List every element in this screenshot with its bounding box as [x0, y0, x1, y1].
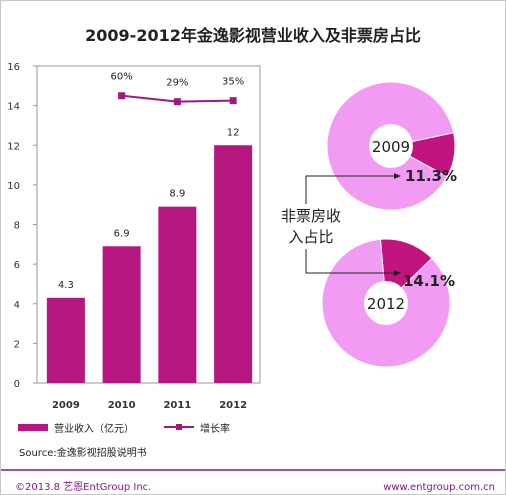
legend-marker-growth [176, 424, 182, 430]
growth-label: 35% [222, 77, 244, 88]
pie-2012: 2012 14.1% [321, 238, 455, 368]
growth-point [173, 98, 181, 106]
y-tick-label: 14 [7, 102, 20, 113]
bar-value-label: 8.9 [169, 189, 185, 200]
x-tick-label: 2011 [163, 400, 191, 411]
y-tick-label: 2 [14, 339, 20, 350]
bar-series [46, 145, 253, 383]
y-axis: 0 2 4 6 8 10 12 14 16 [7, 62, 37, 390]
arrowhead-2009 [394, 173, 401, 179]
arrowhead-2012 [394, 270, 401, 276]
y-tick-label: 8 [14, 221, 20, 232]
bar-value-label: 4.3 [58, 280, 74, 291]
pie-hole [364, 281, 408, 325]
legend-label-revenue: 营业收入（亿元） [54, 422, 134, 435]
legend-swatch-revenue [18, 424, 48, 431]
legend-label-growth: 增长率 [200, 422, 230, 435]
bar-data-labels: 4.3 6.9 8.9 12 [58, 127, 240, 291]
annotation-line2: 入占比 [288, 228, 333, 246]
bar-2010 [102, 246, 141, 383]
growth-label: 29% [166, 78, 188, 89]
pie-year-label: 2012 [367, 295, 405, 313]
y-tick-label: 12 [7, 141, 20, 152]
pie-share-label: 14.1% [403, 272, 455, 290]
pie-2009: 2009 11.3% [326, 81, 457, 211]
pie-hole [369, 124, 413, 168]
growth-point [229, 97, 237, 105]
pie-share-label: 11.3% [405, 167, 457, 185]
y-tick-label: 6 [14, 260, 20, 271]
annotation-line1: 非票房收 [281, 207, 341, 225]
bar-value-label: 6.9 [114, 228, 130, 239]
x-tick-label: 2012 [219, 400, 247, 411]
bar-value-label: 12 [227, 127, 240, 138]
source-note: Source:金逸影视招股说明书 [19, 446, 147, 459]
x-tick-label: 2010 [108, 400, 136, 411]
arrow-to-2012 [305, 249, 396, 274]
x-axis: 2009 2010 2011 2012 [52, 400, 247, 411]
annotation-arrows [305, 173, 401, 276]
chart-title: 2009-2012年金逸影视营业收入及非票房占比 [85, 26, 421, 45]
legend: 营业收入（亿元） 增长率 [18, 422, 230, 435]
footer-url: www.entgroup.com.cn [383, 482, 495, 493]
growth-point [118, 92, 126, 100]
arrow-to-2009 [305, 175, 396, 204]
x-tick-label: 2009 [52, 400, 80, 411]
pie-year-label: 2009 [372, 138, 410, 156]
y-tick-label: 0 [14, 379, 20, 390]
growth-label: 60% [111, 72, 133, 83]
bar-2012 [214, 145, 253, 383]
bar-2011 [158, 206, 197, 383]
growth-line-series: 60% 29% 35% [111, 72, 244, 106]
y-tick-label: 4 [14, 300, 20, 311]
y-tick-label: 10 [7, 181, 20, 192]
bar-2009 [46, 297, 85, 383]
footer-copyright: ©2013.8 艺恩EntGroup Inc. [15, 481, 151, 493]
y-tick-label: 16 [7, 62, 20, 73]
